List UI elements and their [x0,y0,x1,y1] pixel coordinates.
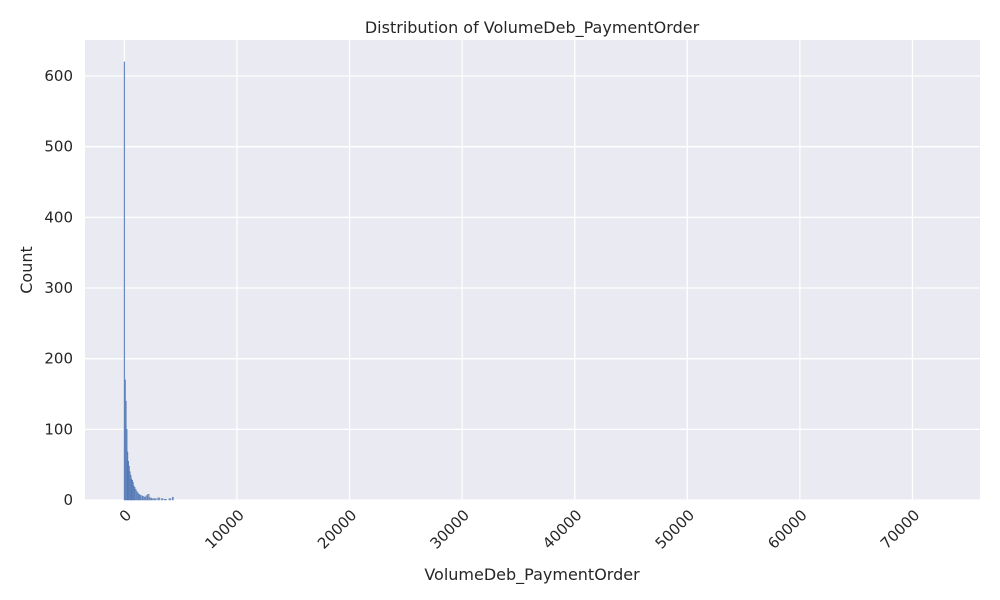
histogram-bar [157,497,160,501]
histogram-bar [153,498,157,501]
plot-background [85,40,980,500]
x-tick-label: 10000 [201,506,247,552]
y-tick-label: 200 [44,350,73,368]
histogram-bar [148,497,152,501]
gridlines [85,40,980,501]
x-tick-label: 50000 [652,506,698,552]
y-tick-labels: 0 100 200 300 400 500 600 [44,67,73,509]
histogram-bars [123,61,174,501]
x-tick-label: 20000 [314,506,360,552]
y-tick-label: 400 [44,208,73,226]
histogram-bar [145,495,148,501]
histogram-bar [147,494,150,501]
y-axis-label: Count [17,246,36,294]
y-tick-label: 300 [44,279,73,297]
x-tick-labels: 0 10000 20000 30000 40000 50000 60000 70000 [116,506,924,552]
histogram-bar [160,498,164,501]
histogram-bar [140,495,143,501]
x-tick-label: 0 [116,506,135,525]
histogram-bar [123,61,126,501]
histogram-bar [143,496,146,501]
histogram-bar [168,498,172,501]
chart-title: Distribution of VolumeDeb_PaymentOrder [365,18,700,38]
x-tick-label: 60000 [764,506,810,552]
histogram-bar [172,496,174,501]
histogram-bar [151,498,154,501]
x-tick-label: 70000 [877,506,923,552]
histogram-bar [142,496,145,501]
x-axis-label: VolumeDeb_PaymentOrder [424,565,640,585]
y-tick-label: 100 [44,420,73,438]
x-tick-label: 30000 [426,506,472,552]
y-tick-label: 0 [63,491,73,509]
histogram-bar [164,499,167,501]
y-tick-label: 500 [44,138,73,156]
y-tick-label: 600 [44,67,73,85]
x-tick-label: 40000 [539,506,585,552]
